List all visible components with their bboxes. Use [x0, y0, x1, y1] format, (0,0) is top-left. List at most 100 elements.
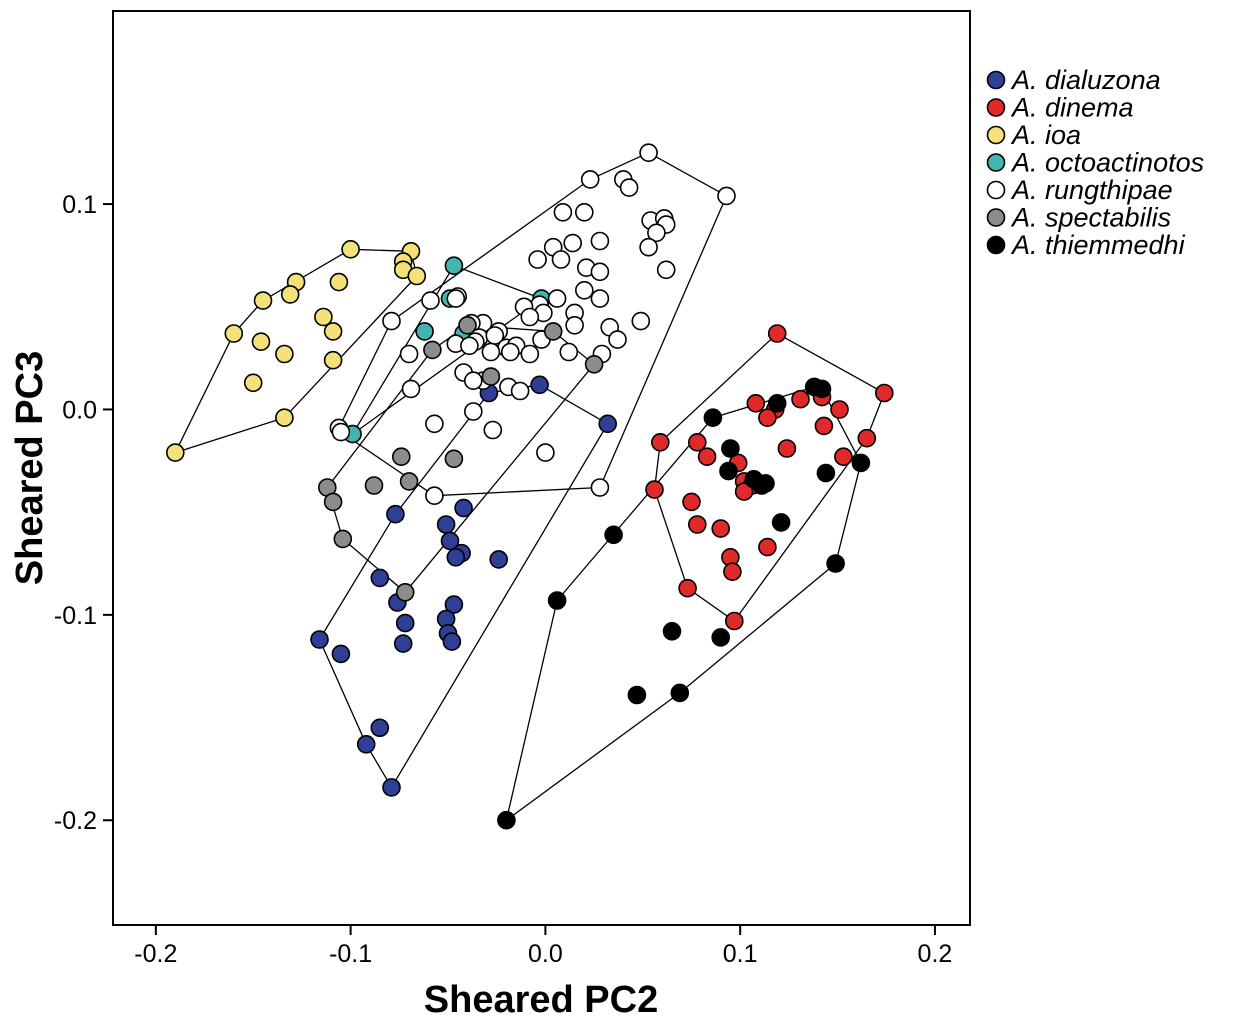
point-a-dinema	[687, 432, 707, 452]
plot-frame	[112, 10, 971, 926]
hull-a-dialuzona	[318, 384, 609, 789]
point-a-rungthipae	[536, 443, 555, 462]
point-a-ioa	[275, 344, 294, 364]
legend-label-a-spectabilis: A. spectabilis	[1010, 203, 1171, 233]
point-a-rungthipae	[647, 223, 666, 243]
point-a-dinema	[874, 383, 894, 403]
y-axis-title: Sheared PC3	[9, 351, 51, 585]
point-a-spectabilis	[399, 472, 419, 491]
point-a-rungthipae	[510, 381, 530, 401]
point-a-dinema	[697, 447, 717, 467]
point-a-rungthipae	[580, 170, 600, 189]
point-a-rungthipae	[574, 280, 594, 300]
point-a-dinema	[734, 482, 754, 501]
point-a-rungthipae	[520, 344, 540, 364]
point-a-thiemmedhi	[771, 513, 791, 532]
point-a-thiemmedhi	[812, 379, 832, 399]
point-a-dinema	[777, 439, 797, 458]
point-a-dialuzona	[331, 644, 351, 664]
point-a-dinema	[650, 432, 670, 452]
point-a-dialuzona	[444, 595, 464, 614]
legend-marker-a-dialuzona	[986, 70, 1006, 90]
point-a-rungthipae	[460, 336, 479, 356]
point-a-ioa	[275, 408, 294, 428]
point-a-rungthipae	[590, 478, 610, 497]
point-a-ioa	[314, 307, 333, 327]
point-a-spectabilis	[423, 340, 442, 360]
series-a-thiemmedhi	[497, 377, 871, 830]
point-a-ioa	[243, 373, 263, 393]
point-a-spectabilis	[364, 476, 384, 495]
x-axis-title: Sheared PC2	[424, 979, 658, 1017]
point-a-rungthipae	[481, 342, 501, 362]
legend-label-a-dialuzona: A. dialuzona	[1010, 65, 1161, 95]
point-a-spectabilis	[323, 492, 343, 512]
point-a-rungthipae	[639, 143, 658, 162]
point-a-dialuzona	[386, 504, 405, 524]
point-a-dinema	[723, 562, 742, 582]
point-a-ioa	[323, 322, 343, 341]
point-a-rungthipae	[483, 420, 503, 440]
point-a-rungthipae	[463, 371, 483, 391]
point-a-thiemmedhi	[711, 628, 731, 647]
point-a-rungthipae	[590, 262, 610, 282]
y-tick-label: -0.2	[54, 807, 97, 835]
point-a-dinema	[830, 400, 849, 419]
legend-label-a-ioa: A. ioa	[1010, 120, 1081, 150]
point-a-rungthipae	[421, 291, 440, 310]
point-a-octoactinotos	[444, 256, 464, 276]
point-a-rungthipae	[520, 307, 540, 327]
point-a-thiemmedhi	[627, 685, 647, 705]
point-a-rungthipae	[639, 237, 658, 257]
x-tick-label: 0.1	[723, 940, 758, 968]
point-a-rungthipae	[717, 186, 736, 206]
point-a-rungthipae	[563, 233, 583, 253]
convex-hulls	[174, 151, 886, 822]
point-a-spectabilis	[391, 447, 411, 467]
point-a-dinema	[857, 428, 877, 448]
point-a-dinema	[758, 408, 777, 428]
point-a-thiemmedhi	[719, 461, 738, 481]
point-a-thiemmedhi	[604, 525, 623, 545]
point-a-spectabilis	[584, 354, 604, 374]
point-a-dialuzona	[356, 734, 376, 754]
legend-marker-a-spectabilis	[986, 208, 1006, 227]
point-a-dialuzona	[393, 634, 413, 653]
point-a-thiemmedhi	[497, 810, 516, 830]
point-a-dialuzona	[395, 613, 415, 633]
x-tick-label: 0.0	[528, 940, 563, 968]
point-a-rungthipae	[574, 203, 594, 222]
point-a-ioa	[407, 266, 427, 286]
point-a-thiemmedhi	[703, 408, 723, 428]
x-tick-label: -0.1	[329, 940, 372, 968]
point-a-dinema	[682, 492, 701, 512]
series-a-ioa	[166, 240, 427, 462]
point-a-thiemmedhi	[547, 591, 567, 610]
point-a-dialuzona	[598, 414, 618, 434]
point-a-rungthipae	[463, 402, 483, 421]
x-tick-label: 0.2	[918, 940, 953, 968]
point-a-dialuzona	[454, 498, 473, 518]
point-a-dinema	[758, 537, 777, 557]
series-a-dialuzona	[310, 375, 618, 797]
point-a-dinema	[645, 480, 664, 499]
y-tick-label: 0.0	[62, 396, 97, 424]
y-tick-label: 0.1	[62, 191, 97, 219]
point-a-dinema	[814, 416, 834, 436]
point-a-rungthipae	[565, 315, 584, 335]
x-axis-ticks: -0.2 -0.1 0.0 0.1 0.2	[134, 925, 952, 968]
point-a-rungthipae	[590, 231, 610, 251]
y-tick-label: -0.1	[54, 602, 97, 630]
point-a-octoactinotos	[415, 322, 434, 341]
point-a-dinema	[687, 515, 707, 534]
point-a-dinema	[791, 389, 810, 409]
point-a-dialuzona	[436, 515, 456, 534]
legend-marker-a-rungthipae	[986, 180, 1006, 200]
point-a-thiemmedhi	[851, 453, 871, 473]
point-a-ioa	[323, 350, 343, 370]
point-a-dinema	[767, 324, 787, 343]
point-a-dialuzona	[370, 568, 390, 588]
point-a-rungthipae	[500, 342, 520, 362]
point-a-thiemmedhi	[752, 476, 771, 495]
